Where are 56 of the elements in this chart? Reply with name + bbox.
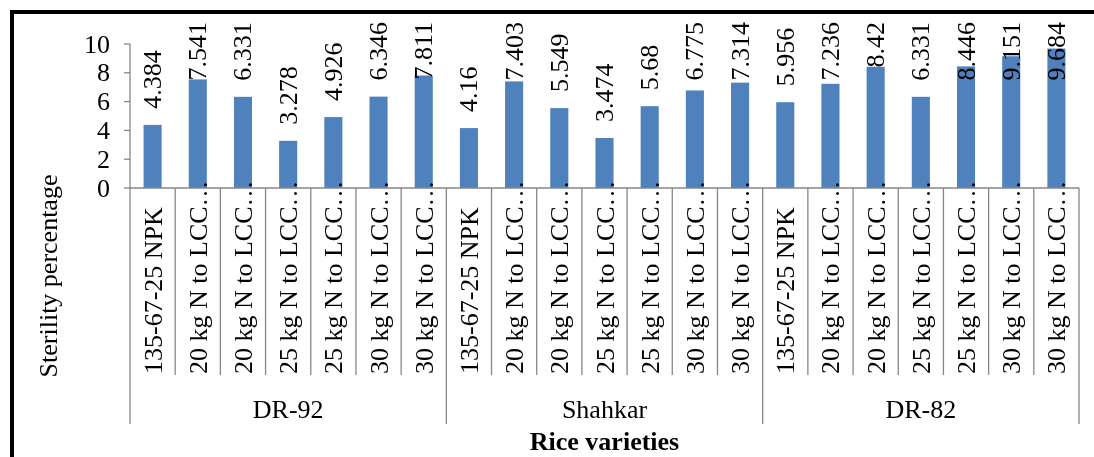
text: Shahkar [561,395,648,424]
x-tick-label: 20 kg N to LCC… [183,180,213,374]
data-label: 5.68 [635,44,665,91]
x-tick-label: 20 kg N to LCC… [544,180,574,374]
y-tick-label: 8 [97,58,110,88]
x-tick-label: 20 kg N to LCC… [815,180,845,374]
data-label: 8.446 [951,22,981,81]
x-tick-label: 30 kg N to LCC… [725,180,755,374]
x-tick-label: 20 kg N to LCC… [228,180,258,374]
data-label: 3.278 [273,66,303,125]
data-label: 4.926 [318,42,348,102]
x-tick-label: 20 kg N to LCC… [861,180,891,374]
text: DR-92 [252,395,324,424]
y-tick-label: 4 [97,115,110,145]
y-tick-label: 0 [97,173,110,203]
data-label: 9.684 [1041,22,1071,81]
x-tick-label: 135-67-25 NPK [138,206,168,374]
data-label: 4.16 [454,66,484,113]
text: DR-82 [885,395,957,424]
data-label: 7.236 [815,22,845,81]
data-label: 8.42 [861,22,891,68]
data-label: 5.549 [544,33,574,93]
data-label: 7.314 [725,22,755,81]
x-tick-label: 30 kg N to LCC… [680,180,710,374]
data-label: 7.403 [499,22,529,81]
bar [776,102,795,188]
x-tick-label: 30 kg N to LCC… [409,180,439,374]
x-tick-label: 25 kg N to LCC… [951,180,981,374]
x-tick-label: 30 kg N to LCC… [996,180,1026,374]
data-label: 6.331 [906,22,936,81]
x-tick-label: 20 kg N to LCC… [499,180,529,374]
data-label: 6.775 [680,22,710,81]
bar [459,128,478,188]
y-tick-label: 6 [97,87,110,117]
data-label: 5.956 [770,27,800,87]
y-tick-label: 10 [84,29,110,59]
data-label: 3.474 [590,63,619,122]
x-axis-title: Rice varieties [529,427,680,456]
data-label: 7.811 [409,21,439,80]
x-tick-label: 25 kg N to LCC… [635,180,665,374]
data-label: 9.151 [996,22,1026,81]
y-tick-label: 2 [97,144,110,174]
x-tick-label: 25 kg N to LCC… [906,180,936,374]
data-label: 6.331 [228,22,258,81]
x-tick-label: 25 kg N to LCC… [318,180,348,374]
y-axis-title: Sterility percentage [33,174,63,378]
bar [143,124,162,188]
x-tick-label: 25 kg N to LCC… [273,180,303,374]
x-tick-label: 135-67-25 NPK [770,206,800,374]
x-tick-label: 30 kg N to LCC… [1041,180,1071,374]
data-label: 6.346 [364,22,394,81]
x-tick-label: 25 kg N to LCC… [590,180,619,374]
x-tick-label: 30 kg N to LCC… [364,180,394,374]
data-label: 7.541 [183,22,213,81]
x-tick-label: 135-67-25 NPK [454,206,484,374]
data-label: 4.384 [138,50,168,109]
